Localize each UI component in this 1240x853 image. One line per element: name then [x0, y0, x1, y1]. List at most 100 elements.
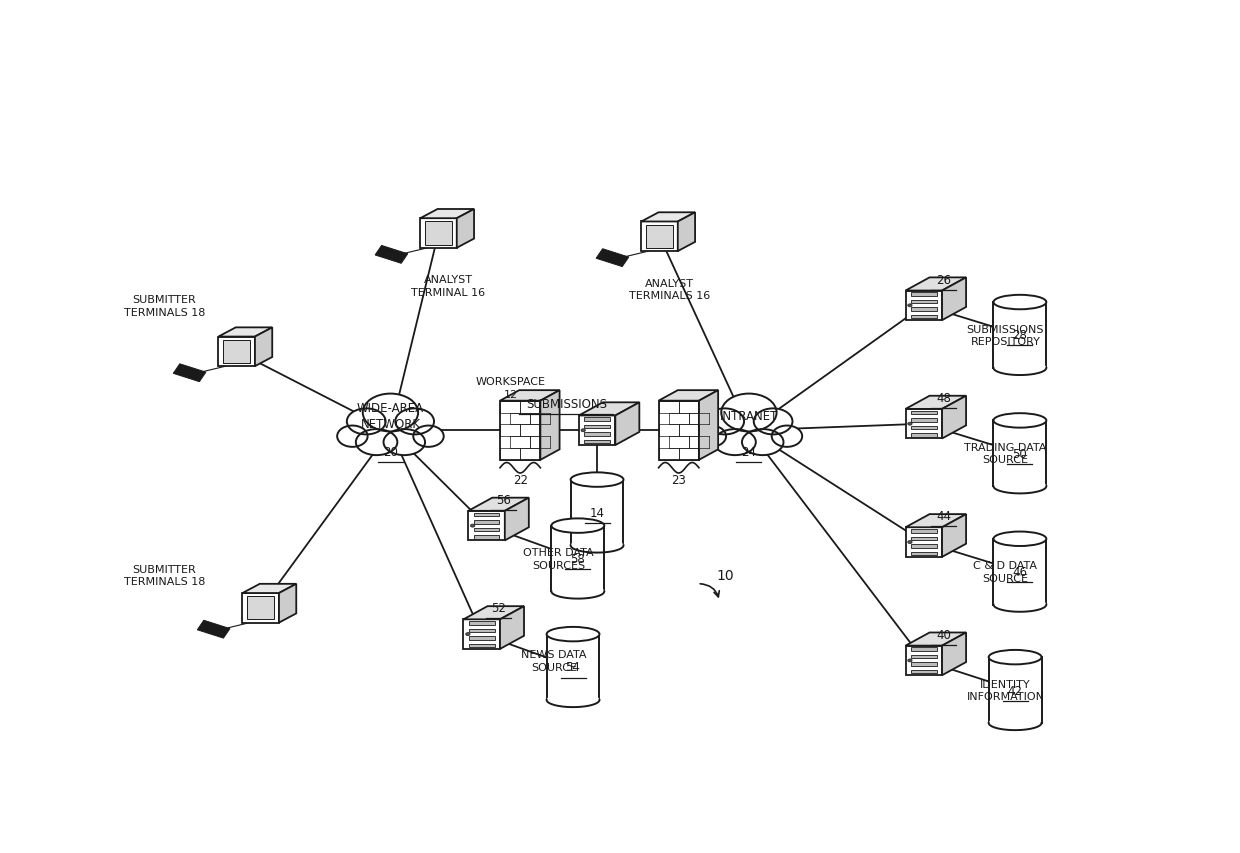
Polygon shape — [469, 511, 505, 541]
Polygon shape — [993, 421, 1047, 486]
Polygon shape — [641, 213, 696, 223]
Polygon shape — [579, 416, 615, 445]
Bar — [584, 440, 610, 444]
Polygon shape — [243, 584, 296, 594]
Circle shape — [908, 541, 913, 544]
Polygon shape — [905, 291, 942, 321]
Polygon shape — [464, 606, 525, 619]
Bar — [469, 644, 495, 647]
Text: 40: 40 — [936, 628, 951, 641]
Ellipse shape — [396, 409, 434, 435]
Text: 56: 56 — [496, 493, 511, 506]
Circle shape — [908, 659, 913, 662]
Ellipse shape — [742, 430, 784, 456]
Polygon shape — [905, 528, 942, 557]
Bar — [911, 544, 936, 548]
Ellipse shape — [570, 473, 624, 487]
Text: 26: 26 — [936, 273, 951, 287]
Polygon shape — [243, 594, 279, 623]
Ellipse shape — [696, 426, 727, 447]
Polygon shape — [255, 328, 273, 367]
Ellipse shape — [547, 627, 599, 641]
Polygon shape — [570, 480, 624, 546]
Polygon shape — [641, 223, 678, 252]
Text: 54: 54 — [565, 661, 580, 674]
Text: 50: 50 — [1013, 447, 1027, 461]
Polygon shape — [596, 249, 629, 267]
Text: SUBMISSIONS: SUBMISSIONS — [526, 398, 606, 411]
Polygon shape — [905, 397, 966, 409]
Bar — [474, 520, 500, 524]
Polygon shape — [942, 633, 966, 676]
Bar — [584, 426, 610, 429]
Text: SUBMITTER
TERMINALS 18: SUBMITTER TERMINALS 18 — [124, 564, 206, 587]
Circle shape — [466, 633, 470, 635]
Bar — [911, 530, 936, 533]
Text: 22: 22 — [512, 473, 528, 486]
Text: 28: 28 — [1013, 329, 1027, 342]
Bar — [911, 433, 936, 438]
Bar — [911, 670, 936, 674]
Polygon shape — [425, 223, 451, 245]
Ellipse shape — [383, 430, 425, 456]
Ellipse shape — [722, 394, 776, 432]
Bar — [474, 536, 500, 539]
Text: WIDE-AREA
NETWORK: WIDE-AREA NETWORK — [357, 402, 424, 431]
Polygon shape — [218, 328, 273, 337]
Text: 48: 48 — [936, 392, 951, 404]
Text: WORKSPACE
12: WORKSPACE 12 — [476, 377, 546, 399]
Circle shape — [908, 423, 913, 426]
Text: 52: 52 — [491, 601, 506, 615]
Bar — [469, 636, 495, 640]
Polygon shape — [942, 278, 966, 321]
Polygon shape — [993, 303, 1047, 368]
Polygon shape — [658, 401, 699, 461]
Bar — [911, 426, 936, 430]
Polygon shape — [547, 635, 599, 700]
Polygon shape — [942, 397, 966, 439]
Text: 20: 20 — [383, 445, 398, 458]
Polygon shape — [541, 391, 559, 461]
Bar — [911, 308, 936, 311]
Ellipse shape — [993, 361, 1047, 375]
Bar — [911, 300, 936, 304]
Polygon shape — [552, 526, 604, 592]
Ellipse shape — [988, 650, 1042, 664]
Bar — [469, 621, 495, 625]
Polygon shape — [505, 498, 528, 541]
Bar — [584, 432, 610, 436]
Text: ANALYST
TERMINALS 16: ANALYST TERMINALS 16 — [629, 278, 709, 301]
Text: INTRANET: INTRANET — [719, 409, 777, 423]
Polygon shape — [456, 210, 474, 248]
Text: C & D DATA
SOURCE: C & D DATA SOURCE — [973, 560, 1038, 583]
Ellipse shape — [552, 519, 604, 533]
Polygon shape — [500, 391, 559, 401]
Bar — [911, 419, 936, 422]
Polygon shape — [174, 364, 206, 382]
Polygon shape — [942, 514, 966, 557]
Bar — [911, 293, 936, 297]
Polygon shape — [279, 584, 296, 623]
Text: SUBMISSIONS
REPOSITORY: SUBMISSIONS REPOSITORY — [967, 324, 1044, 346]
Polygon shape — [646, 225, 673, 248]
Text: 42: 42 — [1008, 684, 1023, 697]
Polygon shape — [500, 401, 541, 461]
Polygon shape — [464, 619, 500, 649]
Bar — [474, 513, 500, 517]
Ellipse shape — [363, 394, 418, 432]
Text: IDENTITY
INFORMATION: IDENTITY INFORMATION — [966, 679, 1044, 701]
Ellipse shape — [714, 430, 756, 456]
Text: 10: 10 — [715, 568, 734, 583]
Bar — [911, 411, 936, 415]
Text: 24: 24 — [742, 445, 756, 458]
Ellipse shape — [993, 532, 1047, 547]
Polygon shape — [993, 539, 1047, 605]
Ellipse shape — [993, 295, 1047, 310]
Polygon shape — [658, 391, 718, 401]
Circle shape — [582, 429, 585, 432]
Polygon shape — [905, 646, 942, 676]
Circle shape — [470, 525, 475, 527]
Text: 58: 58 — [570, 553, 585, 566]
Ellipse shape — [706, 409, 744, 435]
Polygon shape — [615, 403, 640, 445]
